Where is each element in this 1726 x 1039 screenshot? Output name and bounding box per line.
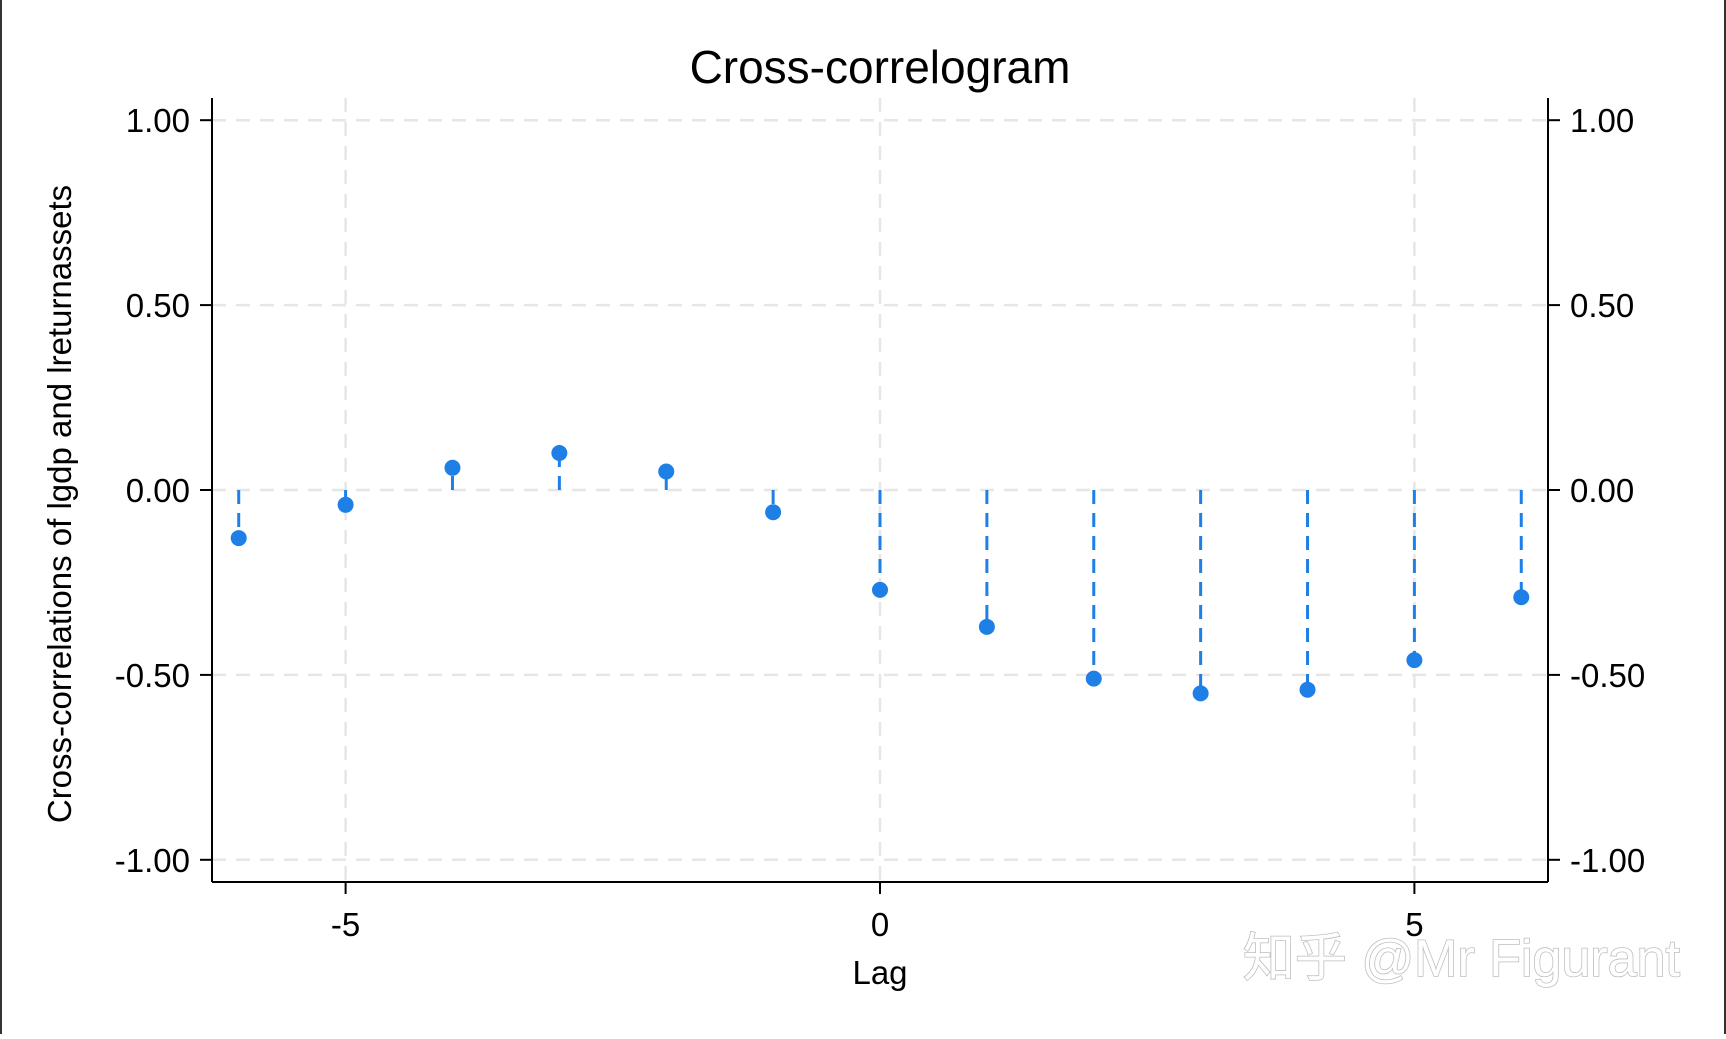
x-axis-title: Lag [852,954,907,991]
data-point [658,463,675,480]
data-point [1299,681,1316,698]
y-tick-label-left: -1.00 [115,842,190,879]
y-tick-label-right: 0.00 [1570,472,1634,509]
ticks: 1.00 1.00 0.50 0.50 0.00 0.00 -0.50 -0.50 -1.00 -… [115,102,1645,943]
y-tick-label-left: -0.50 [115,657,190,694]
data-point [230,530,247,547]
x-tick-label: 0 [871,906,889,943]
y-tick-label-right: 0.50 [1570,287,1634,324]
data-point [1085,670,1102,687]
data-point [1406,652,1423,669]
left-border [0,0,2,1034]
y-tick-label-right: -0.50 [1570,657,1645,694]
y-tick-label-right: -1.00 [1570,842,1645,879]
y-tick-label-left: 1.00 [126,102,190,139]
y-tick-label-right: 1.00 [1570,102,1634,139]
data-point [551,445,568,462]
right-border [1724,0,1726,1034]
x-tick-label: -5 [331,906,360,943]
data-point [1192,685,1209,702]
data-point [337,496,354,513]
x-tick-label: 5 [1405,906,1423,943]
chart-title: Cross-correlogram [690,41,1071,93]
data-point [1513,589,1530,606]
y-tick-label-left: 0.00 [126,472,190,509]
watermark-text: 知乎 @Mr Figurant [1243,930,1681,988]
data-point [444,459,461,476]
data-point [765,504,782,521]
y-axis-title: Cross-correlations of lgdp and lreturnas… [41,185,78,823]
data-point [872,581,888,598]
data-point [978,618,995,635]
data-series [230,445,1530,702]
y-tick-label-left: 0.50 [126,287,190,324]
